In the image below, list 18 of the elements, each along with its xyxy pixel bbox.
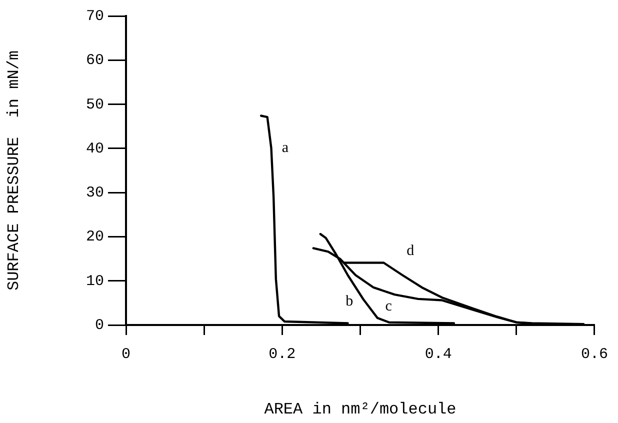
x-tick-label: 0 — [121, 346, 131, 363]
y-axis-title: SURFACE PRESSURE in mN/m — [4, 50, 23, 291]
series-label: b — [346, 293, 354, 310]
y-tick-label: 30 — [86, 184, 104, 202]
y-tick-label: 60 — [86, 52, 104, 70]
y-tick-label: 20 — [86, 228, 104, 246]
x-tick-label: 0.2 — [268, 346, 296, 363]
series-label: d — [406, 243, 415, 260]
y-tick-label: 70 — [86, 8, 104, 25]
series-label: a — [282, 140, 289, 156]
y-tick-label: 0 — [94, 316, 104, 334]
x-tick-label: 0.6 — [580, 346, 608, 363]
y-tick-label: 40 — [86, 140, 104, 158]
series-label: c — [385, 298, 392, 314]
x-tick-label: 0.4 — [424, 346, 452, 363]
x-axis-title: AREA in nm²/molecule — [264, 400, 456, 419]
y-tick-label: 50 — [86, 96, 104, 114]
y-tick-label: 10 — [86, 272, 104, 290]
